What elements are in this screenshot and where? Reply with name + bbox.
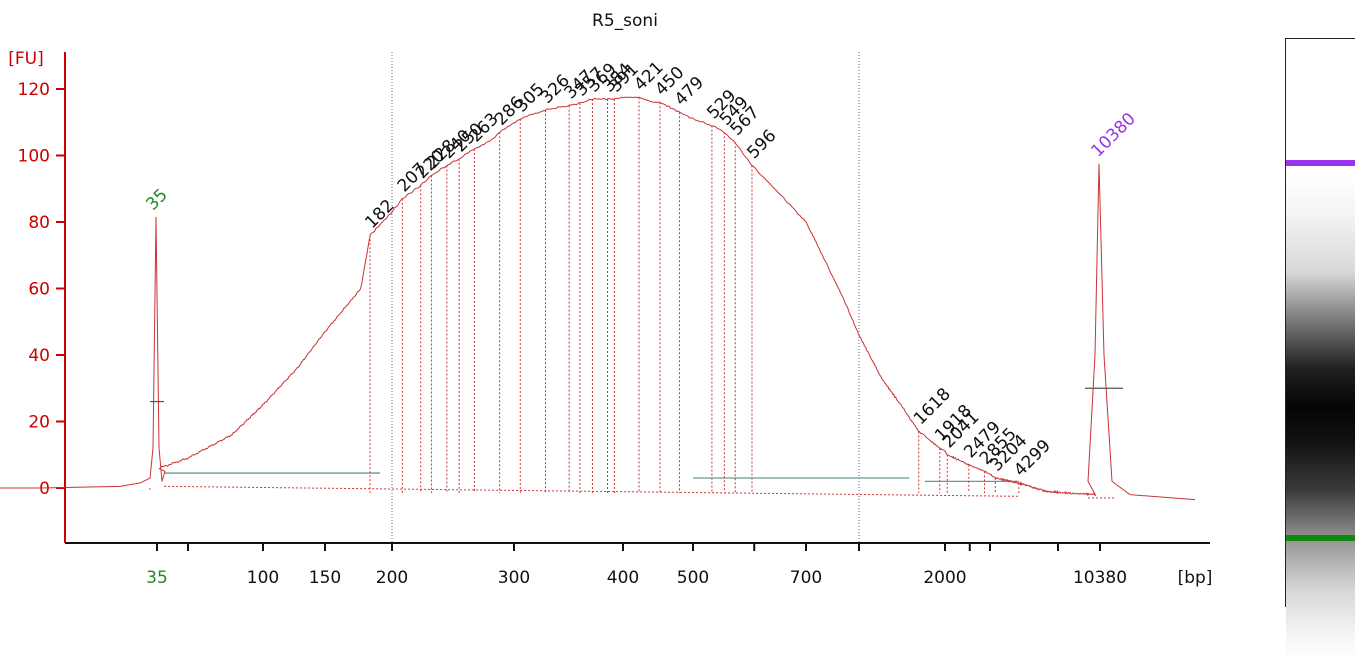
integration-floor bbox=[164, 485, 1019, 497]
y-tick-label: 0 bbox=[39, 479, 50, 499]
peak-label: 182 bbox=[361, 196, 398, 233]
y-tick-label: 100 bbox=[18, 147, 50, 167]
lower-marker-label: 35 bbox=[142, 185, 171, 214]
electropherogram-chart: R5_soni [FU] [bp] 0 20 40 60 80 100 120 35 100 15… bbox=[0, 11, 1213, 588]
upper-marker-label: 10380 bbox=[1087, 109, 1139, 161]
y-tick-label: 60 bbox=[28, 280, 50, 300]
x-tick-label: 35 bbox=[146, 568, 168, 588]
plot-area: 0 20 40 60 80 100 120 35 100 150 200 300 400 500 700 20… bbox=[0, 52, 1210, 588]
gel-lane bbox=[1285, 38, 1355, 659]
y-tick-label: 40 bbox=[28, 346, 50, 366]
x-tick-label: 2000 bbox=[923, 568, 966, 588]
x-tick-label: 400 bbox=[607, 568, 639, 588]
y-tick-label: 120 bbox=[18, 80, 50, 100]
gel-lower-marker-band bbox=[1286, 535, 1355, 541]
x-tick-label: 150 bbox=[309, 568, 341, 588]
x-axis-label: [bp] bbox=[1178, 568, 1213, 588]
x-tick-label: 10380 bbox=[1073, 568, 1127, 588]
x-tick-label: 700 bbox=[790, 568, 822, 588]
x-tick-label: 100 bbox=[247, 568, 279, 588]
sample-trace-line bbox=[0, 96, 1196, 501]
x-tick-label: 200 bbox=[376, 568, 408, 588]
x-tick-label: 300 bbox=[498, 568, 530, 588]
y-tick-label: 80 bbox=[28, 213, 50, 233]
gel-smear bbox=[1286, 175, 1355, 659]
chart-title: R5_soni bbox=[592, 11, 658, 31]
gel-upper-marker-band bbox=[1286, 160, 1355, 166]
y-tick-label: 20 bbox=[28, 413, 50, 433]
y-axis-label: [FU] bbox=[8, 49, 44, 69]
x-tick-label: 500 bbox=[677, 568, 709, 588]
